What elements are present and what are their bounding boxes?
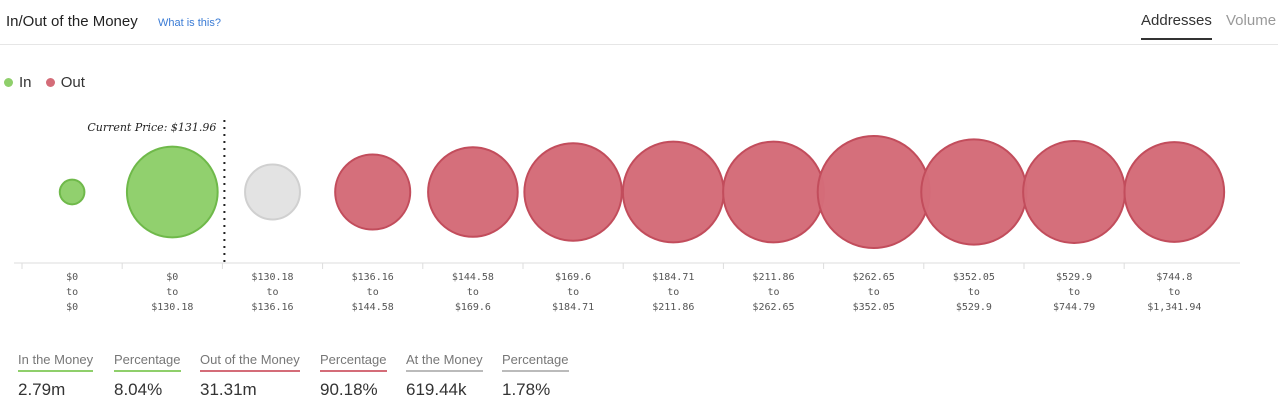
stat-label: Percentage <box>320 352 387 372</box>
stat-value: 2.79m <box>18 380 66 399</box>
legend-item-out[interactable]: Out <box>45 74 85 91</box>
x-tick-label: $130.18 <box>151 302 193 313</box>
stat-label: Percentage <box>502 352 569 372</box>
x-tick-label: $184.71 <box>652 272 694 283</box>
x-tick-label: to <box>467 287 479 298</box>
x-tick-label: to <box>367 287 379 298</box>
out-dot-icon <box>45 78 55 87</box>
bubble-out <box>621 140 725 244</box>
x-tick-label: $744.79 <box>1053 302 1095 313</box>
in-dot-icon <box>4 78 13 87</box>
legend-label-in: In <box>19 74 32 91</box>
stat-value: 619.44k <box>406 380 467 399</box>
stat-label: At the Money <box>406 352 483 372</box>
bubble-out <box>816 135 931 249</box>
x-tick-label: $262.65 <box>853 272 895 283</box>
stat-at-the-money: At the Money 619.44k <box>406 352 483 400</box>
x-tick-label: to <box>66 287 78 298</box>
stat-value: 8.04% <box>114 380 163 399</box>
x-tick-label: to <box>266 287 278 298</box>
stat-in-the-money: In the Money 2.79m <box>18 352 94 400</box>
x-tick-label: $136.16 <box>251 302 293 313</box>
chart-legend: In Out <box>4 74 95 91</box>
stat-out-percentage: Percentage 90.18% <box>320 352 387 400</box>
x-tick-label: to <box>868 287 880 298</box>
x-tick-label: $211.86 <box>752 272 794 283</box>
stat-label: Out of the Money <box>200 352 300 372</box>
x-tick-label: to <box>1068 287 1080 298</box>
stat-at-percentage: Percentage 1.78% <box>502 352 569 400</box>
x-tick-label: $0 <box>66 302 78 313</box>
bubble-chart-svg: $0 to $0 $0 to $130.18 $130.18 to $136.16 $136.16… <box>14 120 1240 313</box>
tab-addresses[interactable]: Addresses <box>1141 12 1212 40</box>
x-tick-label: $0 <box>166 272 178 283</box>
x-tick-label: $136.16 <box>352 272 394 283</box>
bubble-out <box>1022 140 1127 244</box>
stat-label: In the Money <box>18 352 94 372</box>
current-price-label: Current Price: $131.96 <box>87 121 216 134</box>
tab-volume[interactable]: Volume <box>1226 12 1277 29</box>
stat-value: 1.78% <box>502 380 551 399</box>
bubble-out <box>1123 141 1226 243</box>
x-tick-label: to <box>968 287 980 298</box>
x-tick-label: $130.18 <box>251 272 293 283</box>
x-tick-label: to <box>1168 287 1180 298</box>
stat-in-percentage: Percentage 8.04% <box>114 352 181 400</box>
bubble-in <box>125 145 219 239</box>
x-tick-label: to <box>166 287 178 298</box>
legend-label-out: Out <box>60 74 85 91</box>
x-tick-label: to <box>567 287 579 298</box>
bubble-at <box>244 163 301 221</box>
bubble-out <box>334 153 412 231</box>
x-tick-label: $352.05 <box>853 302 895 313</box>
bubble-out <box>427 146 519 238</box>
stat-label: Percentage <box>114 352 181 372</box>
legend-item-in[interactable]: In <box>4 74 32 91</box>
bubble-in <box>58 178 86 206</box>
bubble-out <box>523 142 623 242</box>
x-tick-label: $529.9 <box>1056 272 1092 283</box>
what-is-this-link[interactable]: What is this? <box>158 17 221 29</box>
x-tick-label: $144.58 <box>452 272 494 283</box>
x-tick-label: $352.05 <box>953 272 995 283</box>
x-tick-label: $144.58 <box>352 302 394 313</box>
x-tick-label: $169.6 <box>455 302 491 313</box>
x-tick-label: $529.9 <box>956 302 992 313</box>
x-tick-label: $744.8 <box>1156 272 1192 283</box>
bubble-chart: $0 to $0 $0 to $130.18 $130.18 to $136.16 $136.16… <box>0 110 1278 320</box>
x-tick-label: to <box>767 287 779 298</box>
bubble-out <box>920 138 1028 246</box>
x-tick-label: $169.6 <box>555 272 591 283</box>
stat-value: 31.31m <box>200 380 257 399</box>
bubble-out <box>722 140 825 244</box>
stat-value: 90.18% <box>320 380 378 399</box>
x-tick-label: to <box>667 287 679 298</box>
x-tick-label: $211.86 <box>652 302 694 313</box>
page-title: In/Out of the Money <box>6 13 138 30</box>
x-tick-label: $184.71 <box>552 302 594 313</box>
stat-out-of-the-money: Out of the Money 31.31m <box>200 352 300 400</box>
x-tick-label: $0 <box>66 272 78 283</box>
header: In/Out of the Money What is this? Addres… <box>0 0 1278 45</box>
x-tick-label: $262.65 <box>752 302 794 313</box>
x-tick-label: $1,341.94 <box>1147 302 1201 313</box>
